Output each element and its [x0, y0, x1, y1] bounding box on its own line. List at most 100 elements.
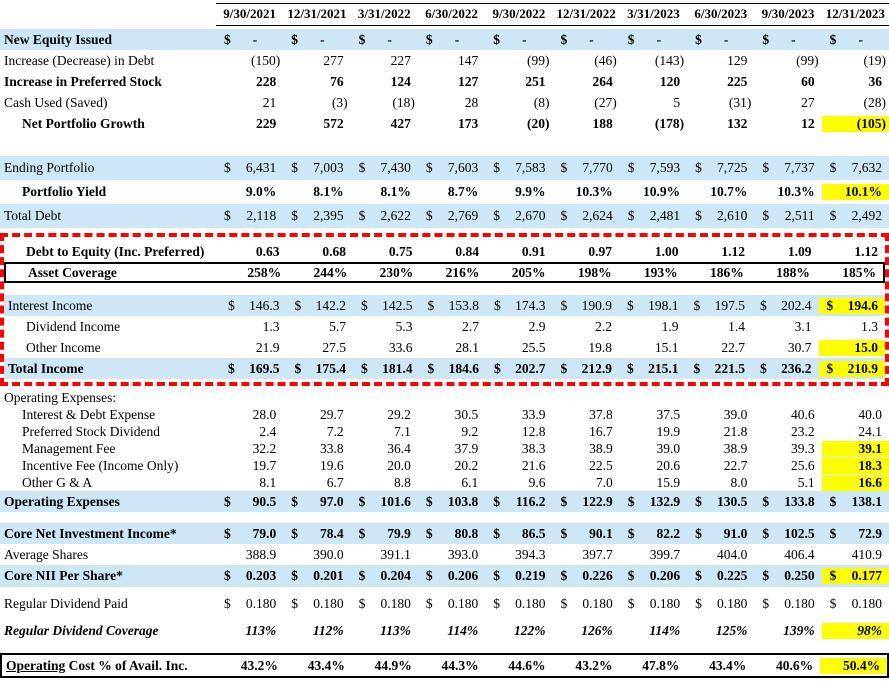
cell: 0.91: [486, 244, 553, 260]
cell: 147: [418, 53, 485, 69]
cell-value: 251: [525, 73, 546, 89]
cell-value: -: [387, 31, 392, 47]
cell: 6.1: [418, 475, 485, 491]
dollar-sign: $: [358, 31, 366, 47]
cell: $0.180: [418, 596, 485, 612]
cell-value: (8): [533, 94, 550, 110]
dollar-sign: $: [493, 160, 500, 175]
cell-value: 5.3: [395, 318, 413, 334]
cell: 22.7: [686, 340, 753, 356]
table-row: Core Net Investment Income* $79.0 $78.4 $79…: [0, 523, 889, 544]
dollar-sign: $: [829, 525, 837, 541]
cell: $190.9: [553, 298, 620, 314]
row-label: Regular Dividend Paid: [4, 595, 128, 611]
cell-value: 39.1: [858, 440, 882, 456]
cell-value: (19): [863, 52, 886, 68]
cell: 19.7: [216, 458, 283, 474]
dollar-sign: $: [224, 568, 231, 583]
cell: 125%: [687, 623, 754, 639]
cell-value: 38.3: [521, 440, 546, 456]
column-header: 12/31/2022: [556, 6, 616, 21]
cell-value: (20): [526, 115, 550, 131]
cell-value: 404.0: [717, 546, 748, 562]
cell-value: 22.5: [589, 457, 613, 473]
cell-value: 47.8%: [642, 657, 680, 673]
cell: 244%: [288, 265, 354, 281]
cell: 7.2: [283, 424, 350, 440]
dollar-sign: $: [493, 525, 500, 541]
dollar-sign: $: [291, 568, 299, 583]
cell-value: -: [454, 31, 460, 47]
cell: 36: [822, 74, 889, 90]
cell-value: 8.8: [394, 474, 411, 490]
cell-value: 97.0: [319, 493, 344, 509]
cell-value: 79.0: [252, 525, 277, 541]
cell: $0.219: [485, 568, 552, 584]
cell: 126%: [552, 623, 619, 639]
cell: 230%: [354, 265, 420, 281]
cell-value: 388.9: [245, 546, 277, 562]
cell-value: 21.8: [723, 423, 748, 439]
cell: 205%: [486, 265, 552, 281]
cell: 7.0: [552, 475, 619, 491]
cell-value: 394.3: [515, 546, 546, 562]
cell: $0.180: [754, 596, 821, 612]
dollar-sign: $: [291, 31, 299, 47]
dollar-sign: $: [493, 31, 500, 47]
cell: 39.3: [754, 441, 821, 457]
cell: 10.3%: [552, 184, 619, 200]
cell-value: 129: [727, 52, 748, 68]
cell: (99): [754, 53, 821, 69]
dollar-sign: $: [762, 160, 770, 175]
cell: 24.1: [822, 424, 889, 440]
cell: 114%: [418, 623, 485, 639]
cell: 33.9: [485, 407, 552, 423]
cell: 9.9%: [485, 184, 552, 200]
cell-value: 122.9: [582, 493, 613, 509]
dollar-sign: $: [695, 208, 702, 223]
dollar-sign: $: [627, 297, 634, 313]
cell-value: -: [791, 31, 796, 47]
cell-value: 7,003: [313, 160, 344, 175]
cell-value: 277: [323, 52, 344, 68]
cell-value: 44.3%: [441, 657, 479, 673]
table-row: Average Shares 388.9 390.0 391.1 393.0 394.3 3…: [0, 544, 889, 565]
cell: 44.3%: [419, 658, 486, 674]
cell-value: 185%: [842, 264, 876, 280]
dollar-sign: $: [627, 31, 635, 47]
cell-value: 229: [256, 115, 277, 131]
cell: 139%: [754, 623, 821, 639]
cell-value: 1.12: [854, 243, 878, 259]
cell-value: (18): [392, 94, 415, 110]
cell-value: 215.1: [648, 360, 679, 376]
cell-value: 82.2: [656, 525, 681, 541]
dollar-sign: $: [228, 297, 235, 313]
cell-value: 0.63: [255, 243, 280, 259]
cell: 410.9: [822, 547, 889, 563]
dollar-sign: $: [627, 595, 635, 611]
dollar-sign: $: [695, 525, 702, 541]
table-row: Incentive Fee (Income Only) 19.7 19.6 20.0 2…: [0, 457, 889, 474]
cell: (3): [283, 95, 350, 111]
row-label: Average Shares: [4, 546, 89, 562]
cell-value: 2,492: [851, 208, 882, 223]
cell: 27.5: [287, 340, 354, 356]
cell: 29.7: [283, 407, 350, 423]
cell: $142.2: [287, 298, 354, 314]
cell: $2,492: [822, 208, 889, 224]
cell-value: 114%: [649, 623, 681, 638]
cell: $146.3: [220, 298, 287, 314]
cell-value: 188%: [776, 264, 810, 280]
cell: $2,481: [620, 208, 687, 224]
cell-value: 212.9: [581, 360, 612, 376]
cell: 37.9: [418, 441, 485, 457]
cell-value: 175.4: [315, 360, 346, 376]
cell: 19.6: [283, 458, 350, 474]
cell-value: 0.180: [784, 595, 815, 611]
cell-value: 10.3%: [777, 184, 815, 199]
cell-value: 7,632: [851, 160, 882, 175]
cell-value: 15.0: [854, 339, 878, 355]
cell: $0.203: [216, 568, 283, 584]
cell: $175.4: [287, 361, 354, 377]
cell: $ -: [822, 32, 889, 48]
